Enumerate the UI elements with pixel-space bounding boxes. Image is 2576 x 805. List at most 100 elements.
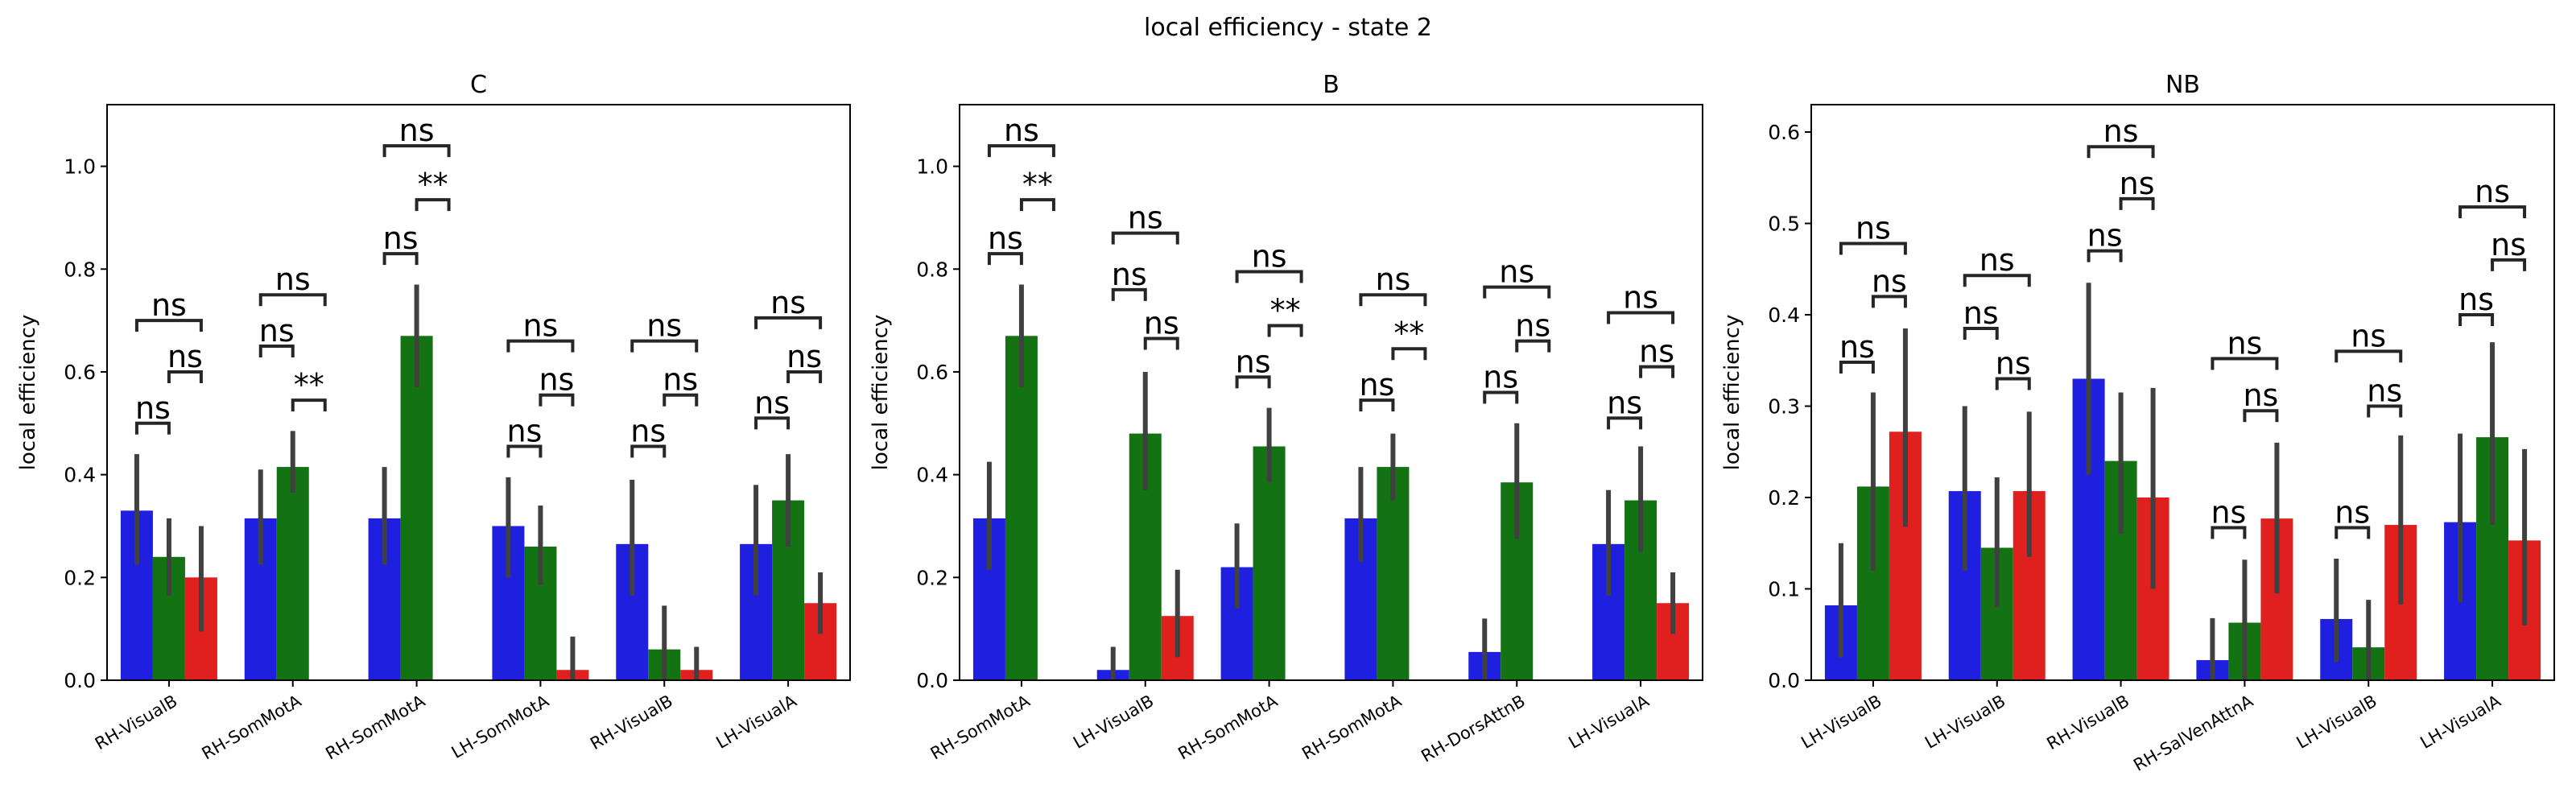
significance-bracket [630, 339, 699, 353]
significance-label: ns [770, 285, 806, 320]
bar [1253, 446, 1286, 680]
y-tick-label: 0.1 [1768, 578, 1800, 601]
significance-bracket [291, 398, 327, 412]
significance-bracket [1143, 336, 1179, 350]
panel-title: NB [2165, 71, 2200, 99]
significance-label: ns [259, 313, 295, 349]
significance-label: ** [1270, 293, 1301, 328]
significance-label: ns [1856, 211, 1891, 246]
significance-label: ns [1375, 262, 1410, 297]
axes-frame [106, 104, 851, 681]
significance-label: ns [1499, 254, 1534, 290]
significance-bracket [987, 144, 1055, 158]
significance-label: ns [2103, 114, 2139, 149]
y-tick-label: 0.8 [64, 258, 96, 281]
bar [1377, 467, 1410, 680]
significance-bracket [1871, 295, 1907, 308]
y-axis-label: local efficiency [1720, 315, 1744, 471]
bar [276, 467, 309, 680]
significance-label: ns [2243, 378, 2278, 413]
significance-label: ns [1607, 385, 1642, 420]
significance-label: ns [663, 362, 698, 398]
y-tick-label: 1.0 [64, 155, 96, 179]
significance-label: ns [2120, 166, 2155, 201]
significance-bracket [1391, 347, 1427, 361]
y-tick-label: 0.2 [916, 566, 948, 589]
significance-bracket [1607, 311, 1675, 324]
significance-label: ns [383, 221, 419, 256]
significance-bracket [382, 144, 451, 158]
significance-label: ns [1839, 329, 1875, 365]
y-tick-label: 0.2 [64, 566, 96, 589]
significance-bracket [2211, 526, 2247, 539]
significance-bracket [1019, 198, 1055, 212]
significance-label: ns [1128, 200, 1163, 236]
significance-bracket [786, 369, 823, 383]
significance-bracket [1359, 293, 1427, 307]
significance-bracket [2458, 205, 2527, 219]
significance-bracket [2243, 409, 2279, 423]
significance-bracket [1515, 339, 1551, 353]
significance-label: ** [418, 167, 448, 202]
significance-bracket [167, 369, 203, 383]
panel-title: B [1323, 71, 1340, 99]
significance-bracket [630, 444, 667, 458]
y-tick-label: 0.4 [64, 464, 96, 487]
significance-label: ns [151, 287, 187, 323]
y-tick-label: 0.6 [1768, 121, 1800, 144]
significance-bracket [2119, 196, 2155, 210]
y-tick-label: 0.6 [64, 361, 96, 384]
y-tick-label: 0.0 [1768, 669, 1800, 692]
significance-bracket [134, 421, 171, 435]
significance-label: ns [1872, 263, 1907, 299]
significance-bracket [506, 444, 543, 458]
significance-bracket [754, 316, 823, 329]
significance-bracket [539, 393, 575, 407]
y-tick-label: 0.4 [916, 464, 948, 487]
significance-bracket [2458, 313, 2495, 327]
significance-label: ns [630, 414, 666, 449]
significance-label: ns [1483, 360, 1518, 395]
y-tick-label: 1.0 [916, 155, 948, 179]
significance-bracket [1963, 274, 2031, 287]
y-tick-label: 0.0 [916, 669, 948, 692]
significance-bracket [987, 252, 1023, 266]
significance-label: ns [2475, 174, 2510, 209]
significance-label: ns [2458, 282, 2494, 317]
significance-label: ns [754, 385, 790, 420]
significance-bracket [2334, 349, 2403, 363]
significance-bracket [382, 252, 419, 266]
significance-bracket [1111, 231, 1179, 245]
significance-label: ns [1359, 367, 1394, 402]
significance-bracket [1483, 390, 1519, 404]
significance-label: ** [1022, 167, 1053, 202]
significance-bracket [1111, 287, 1147, 301]
significance-label: ns [1996, 345, 2031, 381]
y-tick-label: 0.8 [916, 258, 948, 281]
significance-bracket [2211, 357, 2279, 370]
significance-label: ns [1623, 280, 1658, 316]
significance-label: ns [2367, 374, 2402, 409]
significance-bracket [754, 416, 791, 430]
panel-title: C [470, 71, 487, 99]
significance-label: ns [135, 390, 171, 426]
significance-bracket [1839, 242, 1907, 255]
significance-label: ns [2227, 326, 2262, 361]
significance-bracket [2334, 526, 2371, 539]
significance-bracket [2491, 258, 2527, 271]
significance-bracket [2367, 404, 2403, 418]
significance-bracket [1639, 365, 1675, 378]
axes-frame [1810, 104, 2555, 681]
significance-bracket [663, 393, 699, 407]
significance-bracket [1607, 416, 1643, 430]
significance-label: ns [275, 262, 311, 297]
y-tick-label: 0.2 [1768, 486, 1800, 510]
bar [1005, 336, 1038, 680]
significance-label: ns [1112, 257, 1147, 292]
significance-label: ns [539, 362, 574, 398]
significance-bracket [2087, 145, 2155, 159]
significance-label: ns [786, 339, 822, 374]
significance-label: ns [522, 308, 558, 344]
